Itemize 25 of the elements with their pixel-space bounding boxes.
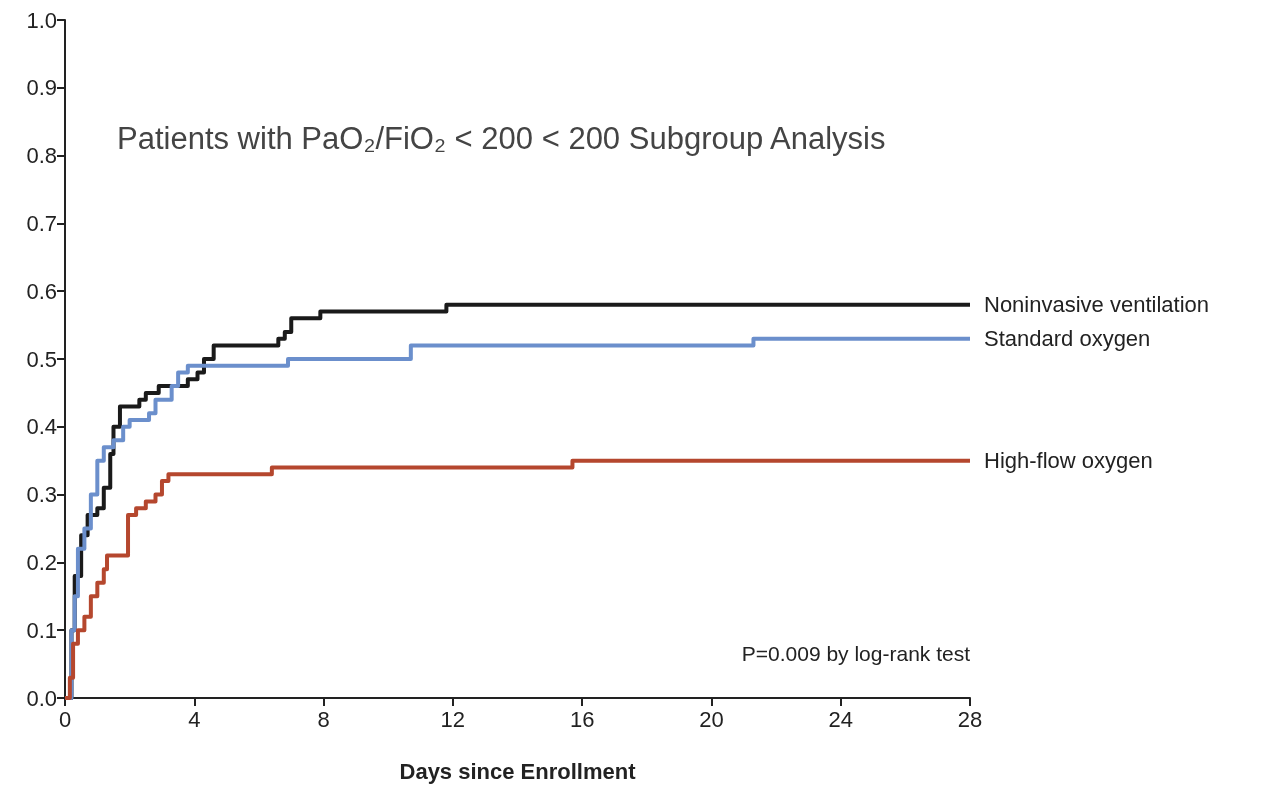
x-tick-label: 16 <box>569 706 595 732</box>
y-tick-label: 1.0 <box>26 7 57 33</box>
series-label: Standard oxygen <box>984 326 1151 352</box>
y-tick-label: 0.2 <box>26 549 57 575</box>
x-tick-label: 8 <box>317 706 330 732</box>
x-tick-label: 28 <box>957 706 983 732</box>
series-label: High-flow oxygen <box>984 448 1153 474</box>
y-tick-label: 0.6 <box>26 278 57 304</box>
y-tick-label: 0.5 <box>26 346 57 372</box>
y-tick-label: 0.9 <box>26 75 57 101</box>
x-tick-label: 20 <box>699 706 724 732</box>
x-axis-title: Days since Enrollment <box>399 758 637 784</box>
y-tick-label: 0.8 <box>26 143 57 169</box>
y-tick-label: 0.4 <box>26 414 57 440</box>
y-tick-label: 0.7 <box>26 210 57 236</box>
y-tick-label: 0.3 <box>26 482 57 508</box>
x-tick-label: 12 <box>440 706 466 732</box>
series-label: Noninvasive ventilation <box>984 292 1210 318</box>
y-tick-label: 0.0 <box>26 685 57 711</box>
x-tick-label: 4 <box>188 706 201 732</box>
y-tick-label: 0.1 <box>26 617 57 643</box>
x-tick-label: 24 <box>828 706 853 732</box>
annotation: P=0.009 by log-rank test <box>741 642 971 665</box>
text: Patients with PaO₂/FiO₂ < 200 < 200 Subgroup Analysis <box>117 121 886 156</box>
x-tick-label: 0 <box>58 706 72 732</box>
